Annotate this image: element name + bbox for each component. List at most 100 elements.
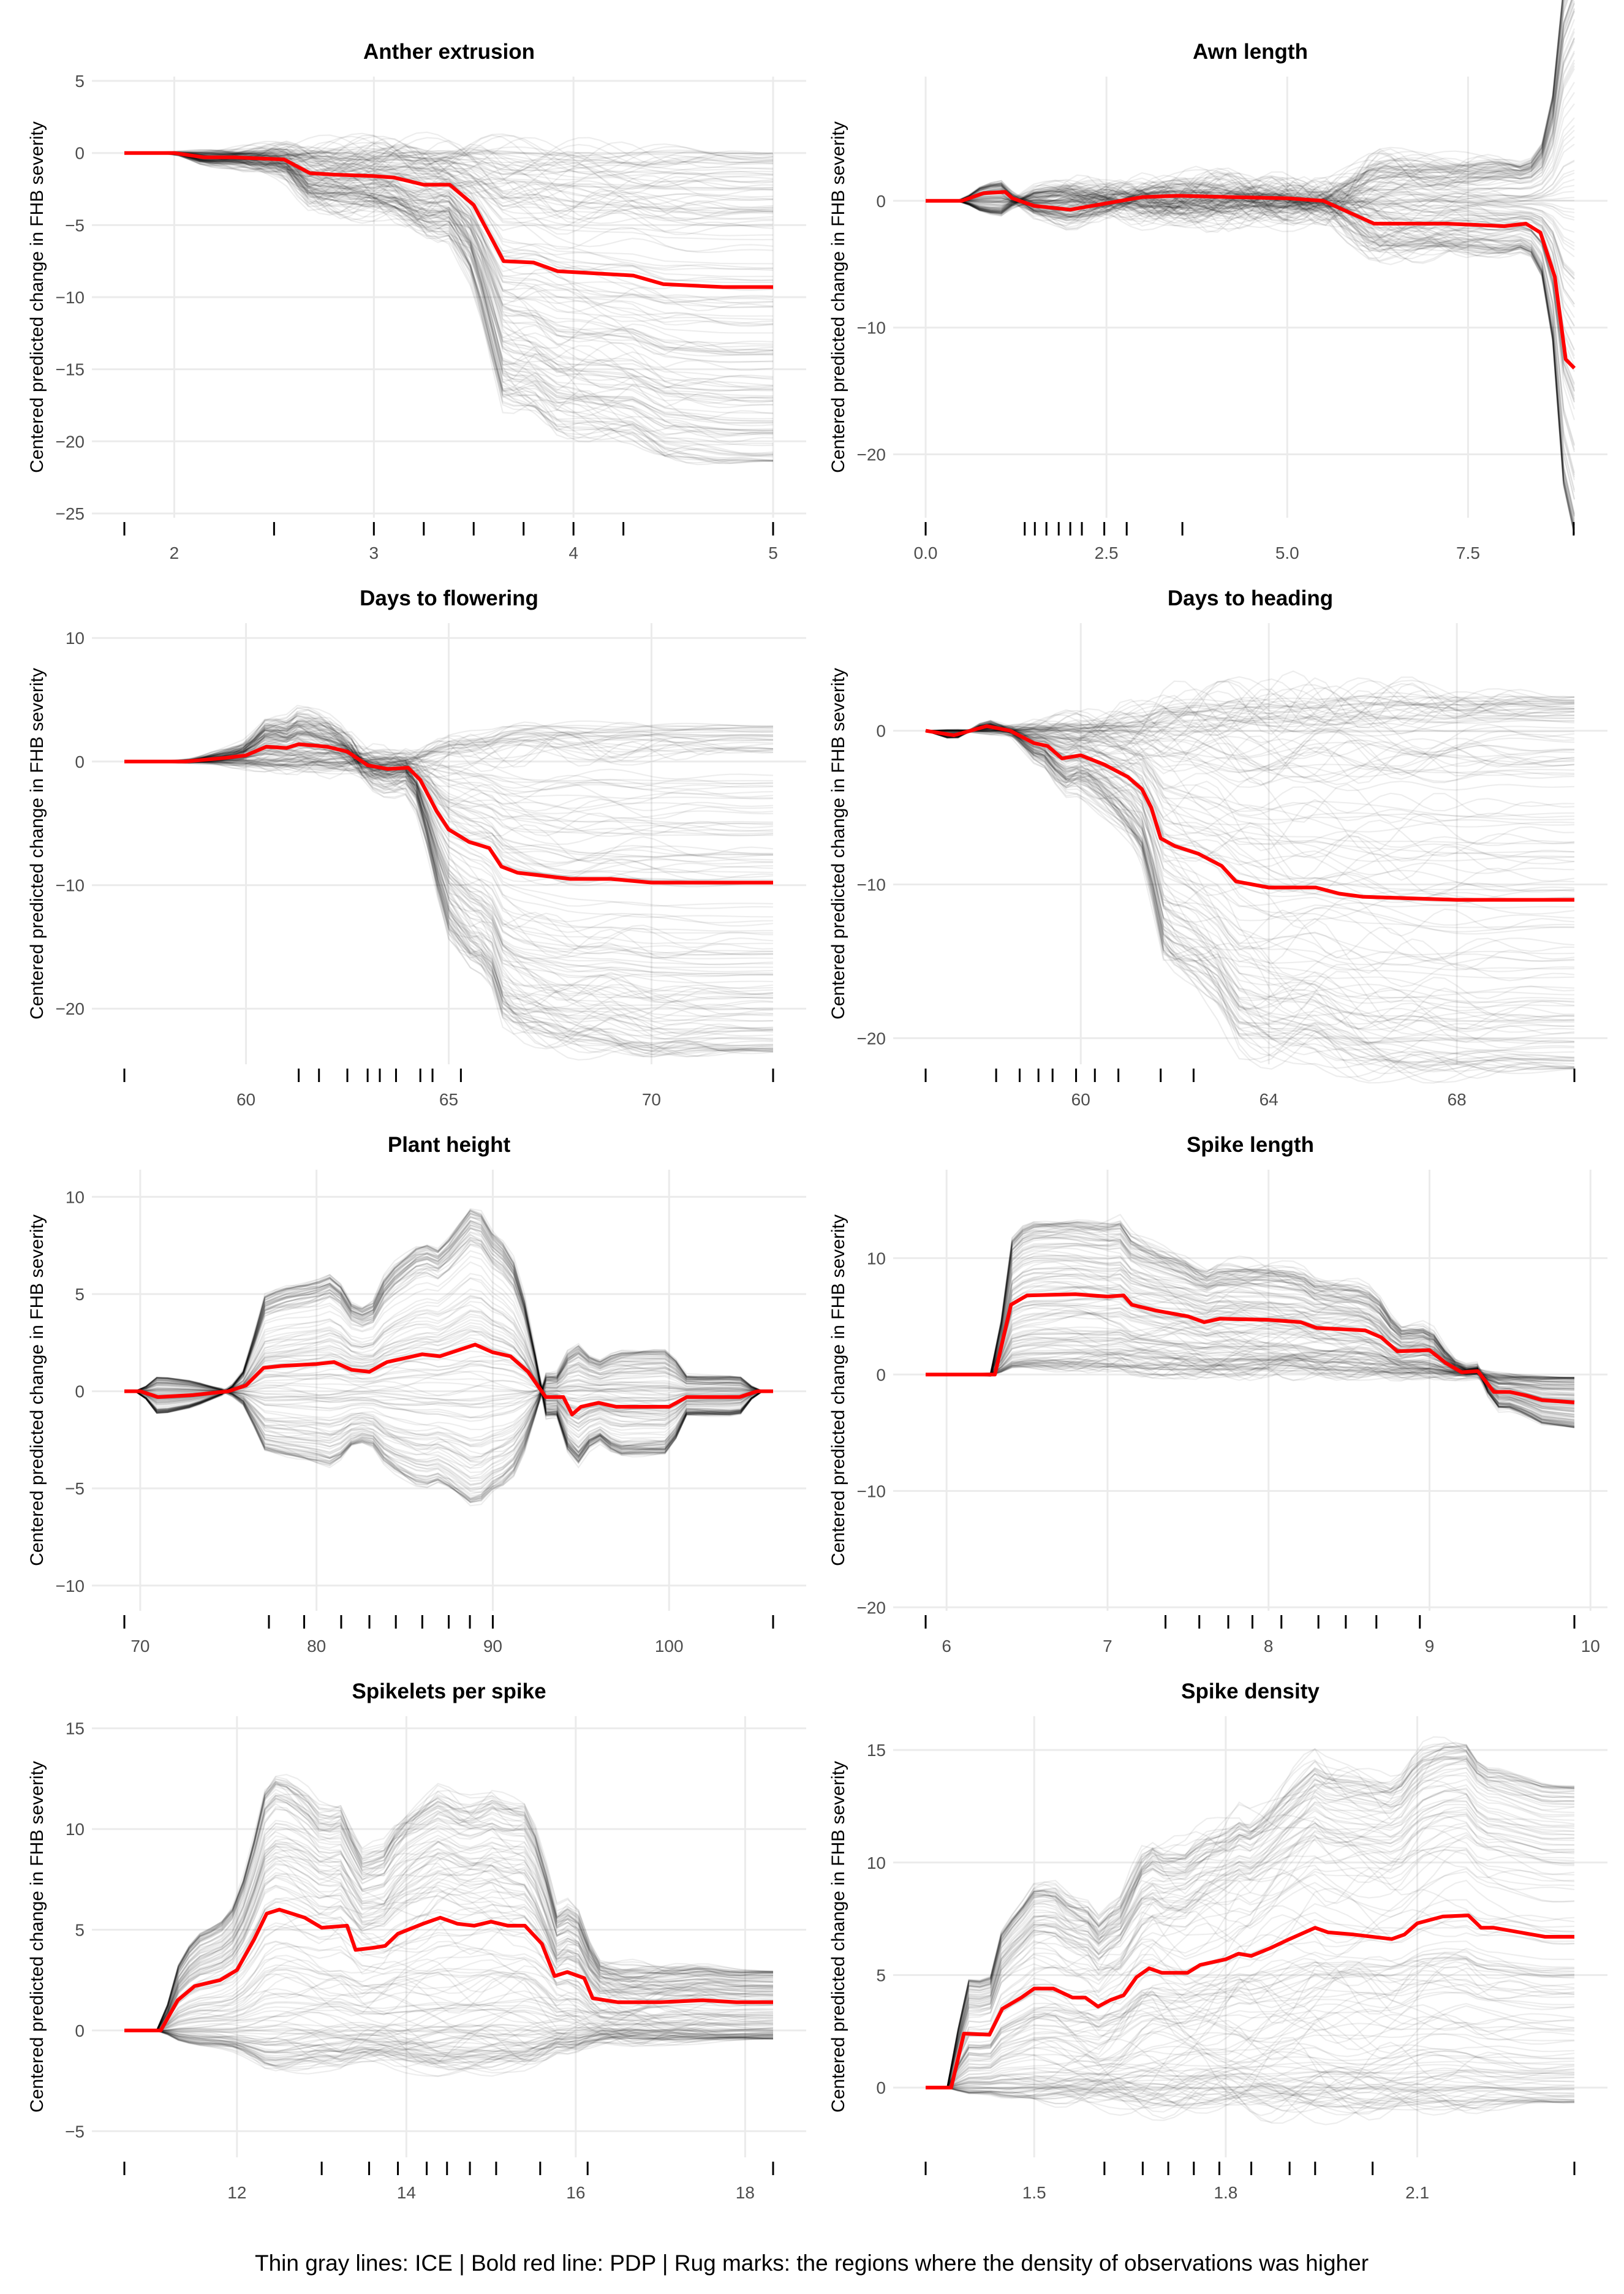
- ice-line: [124, 1355, 773, 1480]
- ice-line: [124, 1993, 774, 2032]
- ice-line: [926, 1228, 1575, 1425]
- ice-line: [926, 2087, 1575, 2092]
- y-tick-label: 0: [876, 2078, 886, 2097]
- ice-line: [926, 175, 1576, 518]
- ice-line: [124, 2004, 774, 2032]
- ice-line: [124, 151, 774, 213]
- ice-line: [124, 152, 774, 388]
- ice-line: [124, 734, 774, 778]
- ice-line: [925, 723, 1574, 961]
- ice-line: [124, 1774, 774, 2031]
- y-tick-label: 10: [66, 629, 85, 648]
- ice-line: [926, 2082, 1575, 2116]
- ice-line: [124, 152, 774, 404]
- ice-line: [926, 1357, 1575, 1380]
- ice-line: [124, 152, 774, 424]
- y-tick-label: −15: [56, 360, 85, 379]
- ice-line: [925, 695, 1575, 733]
- ice-line: [926, 1365, 1575, 1379]
- ice-line: [124, 140, 774, 193]
- ice-line: [926, 2087, 1574, 2111]
- ice-line: [124, 2029, 774, 2060]
- ice-line: [926, 0, 1563, 214]
- ice-line: [124, 152, 773, 175]
- ice-line: [124, 1209, 774, 1461]
- ice-line: [925, 724, 1575, 956]
- y-tick-label: 15: [66, 1719, 85, 1738]
- ice-line: [926, 1796, 1575, 2089]
- ice-line: [124, 754, 774, 790]
- ice-line: [926, 40, 1576, 210]
- ice-line: [926, 183, 1575, 274]
- ice-line: [124, 1781, 774, 2032]
- ice-line: [124, 152, 774, 220]
- ice-line: [124, 717, 774, 1053]
- ice-line: [926, 1357, 1575, 1380]
- ice-line: [926, 1760, 1575, 2089]
- ice-line: [124, 2029, 774, 2056]
- ice-line: [926, 1340, 1575, 1385]
- ice-line: [926, 167, 1576, 528]
- ice-line: [926, 1814, 1575, 2089]
- ice-line: [124, 152, 774, 462]
- ice-lines: [124, 1208, 774, 1507]
- ice-line: [926, 167, 1576, 535]
- ice-line: [124, 135, 774, 173]
- pdp-line: [926, 1914, 1574, 2090]
- ice-line: [124, 2029, 773, 2072]
- ice-line: [925, 719, 1575, 771]
- ice-line: [124, 2029, 774, 2069]
- ice-line: [124, 744, 774, 767]
- ice-line: [124, 2028, 774, 2058]
- ice-line: [124, 731, 774, 768]
- ice-line: [124, 1310, 774, 1421]
- ice-line: [124, 1849, 774, 2032]
- ice-line: [926, 1966, 1575, 2089]
- ice-line: [124, 135, 774, 187]
- ice-line: [124, 1352, 773, 1479]
- ice-line: [926, 1357, 1575, 1381]
- ice-line: [124, 752, 774, 789]
- ice-line: [925, 722, 1575, 1063]
- ice-line: [124, 151, 774, 424]
- ice-line: [925, 721, 1575, 1075]
- ice-line: [124, 1342, 774, 1499]
- ice-line: [124, 1363, 774, 1455]
- ice-line: [124, 132, 774, 178]
- ice-line: [925, 676, 1575, 741]
- ice-line: [124, 722, 774, 1051]
- pdp-line: [925, 724, 1574, 902]
- ice-line: [124, 727, 774, 1026]
- y-tick-label: 5: [876, 1966, 886, 1985]
- ice-line: [124, 1384, 773, 1408]
- ice-line: [124, 720, 774, 1017]
- ice-line: [124, 1350, 773, 1495]
- ice-line: [124, 152, 774, 190]
- ice-line: [124, 1971, 774, 2031]
- ice-line: [124, 733, 774, 863]
- ice-line: [124, 732, 774, 977]
- ice-line: [926, 2087, 1575, 2104]
- ice-line: [926, 1230, 1575, 1423]
- x-tick-label: 8: [1264, 1637, 1274, 1656]
- y-tick-label: 5: [75, 1920, 85, 1939]
- ice-line: [124, 1227, 774, 1453]
- ice-line: [926, 50, 1575, 211]
- ice-line: [926, 2023, 1575, 2089]
- y-tick-label: 0: [876, 722, 886, 741]
- ice-line: [926, 188, 1575, 213]
- ice-line: [925, 725, 1575, 926]
- ice-line: [124, 1356, 774, 1478]
- ice-line: [926, 178, 1575, 211]
- ice-line: [124, 1781, 774, 2032]
- ice-line: [926, 191, 1575, 280]
- ice-line: [926, 1221, 1575, 1428]
- ice-line: [124, 152, 773, 431]
- panel-title: Anther extrusion: [363, 40, 535, 64]
- ice-line: [124, 740, 774, 966]
- ice-line: [926, 2037, 1575, 2098]
- ice-line: [124, 2029, 774, 2045]
- ice-line: [124, 1384, 774, 1407]
- ice-line: [124, 152, 774, 409]
- ice-line: [926, 1224, 1575, 1426]
